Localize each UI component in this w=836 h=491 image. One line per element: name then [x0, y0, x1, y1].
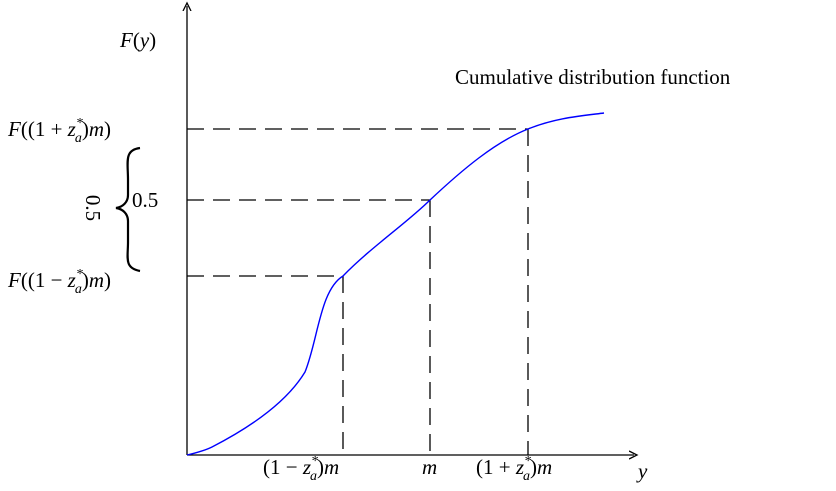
diagram-caption: Cumulative distribution function — [455, 65, 731, 89]
y-axis-label: F(y) — [119, 28, 156, 52]
y-tick-lower: F((1 − z* a)m) — [7, 267, 111, 297]
x-tick-right: (1 + z* a)m — [476, 454, 552, 484]
brace-label: 0.5 — [81, 195, 105, 221]
x-tick-left: (1 − z* a)m — [263, 454, 339, 484]
x-tick-middle: m — [422, 455, 437, 479]
guide-lines — [187, 128, 529, 455]
brace — [115, 146, 141, 273]
y-tick-middle: 0.5 — [132, 188, 158, 212]
cdf-curve — [186, 112, 605, 456]
x-axis-label: y — [636, 459, 648, 483]
y-tick-upper: F((1 + z* a)m) — [7, 116, 111, 146]
